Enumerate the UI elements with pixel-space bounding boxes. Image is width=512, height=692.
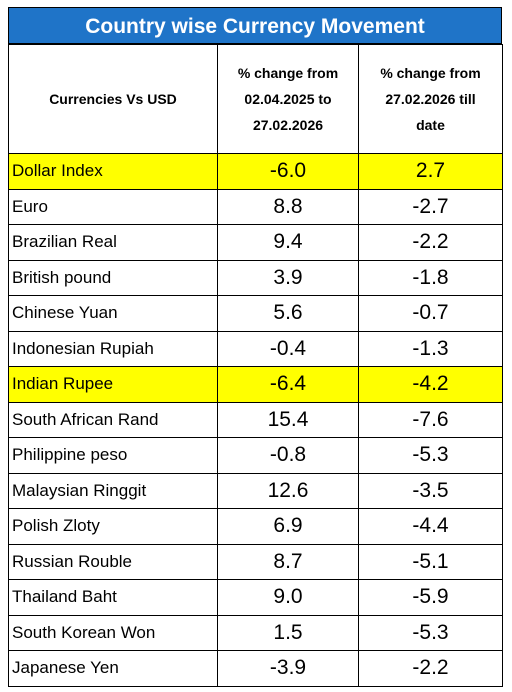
- change-period-2-cell: -5.9: [358, 579, 503, 616]
- table-row: Brazilian Real 9.4 -2.2: [8, 224, 503, 261]
- change-period-1-cell: 5.6: [217, 295, 359, 332]
- change-period-2-cell: -4.2: [358, 366, 503, 403]
- table-row: Russian Rouble 8.7 -5.1: [8, 543, 503, 580]
- currency-name-cell: Chinese Yuan: [8, 295, 218, 332]
- currency-name-cell: South African Rand: [8, 401, 218, 438]
- currency-name-cell: Indian Rupee: [8, 366, 218, 403]
- header-period-1-line: 27.02.2026: [252, 117, 324, 133]
- currency-name-cell: British pound: [8, 259, 218, 296]
- currency-name-cell: Thailand Baht: [8, 579, 218, 616]
- table-body: Dollar Index -6.0 2.7 Euro 8.8 -2.7 Brazilian …: [8, 153, 503, 687]
- change-period-1-cell: -6.4: [217, 366, 359, 403]
- change-period-2-cell: -1.8: [358, 259, 503, 296]
- change-period-2-cell: -4.4: [358, 508, 503, 545]
- change-period-1-cell: -0.8: [217, 437, 359, 474]
- header-period-2-line: 27.02.2026 till: [385, 91, 476, 107]
- change-period-2-cell: -7.6: [358, 401, 503, 438]
- currency-name-cell: Euro: [8, 188, 218, 225]
- change-period-2-cell: -5.1: [358, 543, 503, 580]
- currency-table-container: Country wise Currency Movement Currencie…: [8, 7, 503, 687]
- table-row: Indonesian Rupiah -0.4 -1.3: [8, 330, 503, 367]
- change-period-2-cell: -3.5: [358, 472, 503, 509]
- change-period-1-cell: 12.6: [217, 472, 359, 509]
- change-period-2-cell: -1.3: [358, 330, 503, 367]
- table-title: Country wise Currency Movement: [8, 7, 502, 44]
- currency-name-cell: Brazilian Real: [8, 224, 218, 261]
- change-period-1-cell: 6.9: [217, 508, 359, 545]
- change-period-1-cell: 8.7: [217, 543, 359, 580]
- table-row: South Korean Won 1.5 -5.3: [8, 614, 503, 651]
- change-period-2-cell: -5.3: [358, 614, 503, 651]
- currency-name-cell: Philippine peso: [8, 437, 218, 474]
- table-row: Euro 8.8 -2.7: [8, 188, 503, 225]
- change-period-1-cell: 15.4: [217, 401, 359, 438]
- table-row: Philippine peso -0.8 -5.3: [8, 437, 503, 474]
- header-period-1: % change from 02.04.2025 to 27.02.2026: [217, 44, 359, 154]
- currency-name-cell: Dollar Index: [8, 153, 218, 190]
- change-period-2-cell: 2.7: [358, 153, 503, 190]
- change-period-2-cell: -2.7: [358, 188, 503, 225]
- change-period-1-cell: -0.4: [217, 330, 359, 367]
- table-row: Dollar Index -6.0 2.7: [8, 153, 503, 190]
- table-row: Chinese Yuan 5.6 -0.7: [8, 295, 503, 332]
- currency-name-cell: Japanese Yen: [8, 650, 218, 687]
- header-period-2-line: % change from: [380, 65, 481, 81]
- header-period-1-line: 02.04.2025 to: [244, 91, 332, 107]
- table-row: Japanese Yen -3.9 -2.2: [8, 650, 503, 687]
- currency-name-cell: Malaysian Ringgit: [8, 472, 218, 509]
- header-currencies: Currencies Vs USD: [8, 44, 218, 154]
- change-period-1-cell: 9.0: [217, 579, 359, 616]
- change-period-1-cell: -6.0: [217, 153, 359, 190]
- table-row: Malaysian Ringgit 12.6 -3.5: [8, 472, 503, 509]
- change-period-2-cell: -5.3: [358, 437, 503, 474]
- header-row: Currencies Vs USD % change from 02.04.20…: [8, 44, 503, 154]
- table-row: Indian Rupee -6.4 -4.2: [8, 366, 503, 403]
- currency-name-cell: South Korean Won: [8, 614, 218, 651]
- header-period-2: % change from 27.02.2026 till date: [358, 44, 503, 154]
- currency-table: Currencies Vs USD % change from 02.04.20…: [8, 44, 503, 687]
- currency-name-cell: Polish Zloty: [8, 508, 218, 545]
- table-row: Thailand Baht 9.0 -5.9: [8, 579, 503, 616]
- change-period-1-cell: 8.8: [217, 188, 359, 225]
- table-row: Polish Zloty 6.9 -4.4: [8, 508, 503, 545]
- table-row: South African Rand 15.4 -7.6: [8, 401, 503, 438]
- currency-name-cell: Indonesian Rupiah: [8, 330, 218, 367]
- header-period-1-line: % change from: [237, 65, 339, 81]
- change-period-2-cell: -2.2: [358, 224, 503, 261]
- change-period-1-cell: -3.9: [217, 650, 359, 687]
- currency-name-cell: Russian Rouble: [8, 543, 218, 580]
- change-period-1-cell: 1.5: [217, 614, 359, 651]
- change-period-1-cell: 9.4: [217, 224, 359, 261]
- change-period-2-cell: -2.2: [358, 650, 503, 687]
- change-period-2-cell: -0.7: [358, 295, 503, 332]
- table-row: British pound 3.9 -1.8: [8, 259, 503, 296]
- change-period-1-cell: 3.9: [217, 259, 359, 296]
- header-period-2-line: date: [416, 117, 445, 133]
